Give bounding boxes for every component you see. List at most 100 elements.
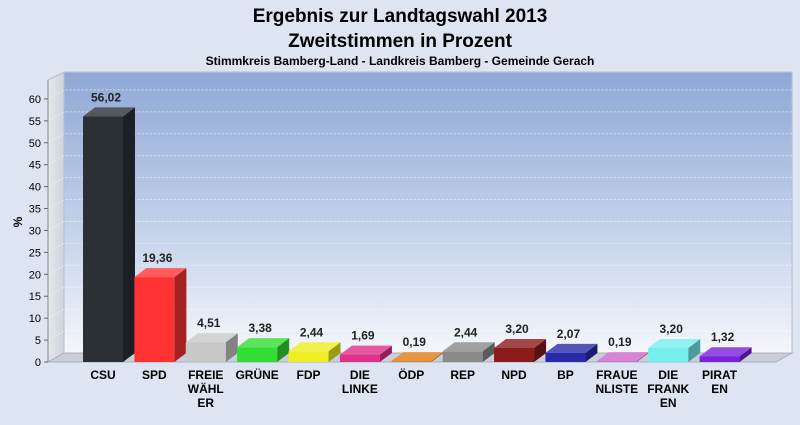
data-label: 56,02	[91, 90, 121, 104]
bar-top	[545, 343, 598, 353]
data-label: 19,36	[142, 251, 172, 265]
bar	[288, 351, 329, 362]
data-label: 3,20	[505, 322, 529, 336]
y-axis-label: %	[11, 216, 25, 227]
x-tick-label: NPD	[501, 368, 527, 382]
bar-side	[123, 107, 135, 363]
bar-top	[442, 342, 495, 352]
chart-title-line2: Zweitstimmen in Prozent	[288, 31, 512, 52]
y-tick-label: 55	[29, 116, 41, 128]
x-tick-label: ÖDP	[398, 367, 424, 382]
bar-5: 1,69	[339, 329, 392, 362]
bar-9: 2,07	[545, 327, 598, 362]
y-tick-label: 15	[29, 291, 41, 303]
bar-side	[379, 345, 392, 362]
bars: 56,02 19,36 4,51 3,38 2,44 1,69 0,19 2,44 3,20 2,…	[83, 90, 752, 363]
bar-6: 0,19	[391, 335, 444, 362]
x-tick-label: REP	[450, 368, 475, 382]
data-label: 0,19	[608, 335, 632, 349]
data-label: 3,20	[660, 322, 684, 336]
y-tick-label: 30	[29, 225, 41, 237]
bar-side	[534, 338, 547, 362]
bar-top	[494, 338, 547, 348]
bar-top	[134, 268, 187, 278]
y-tick-label: 25	[29, 247, 41, 259]
bar-top	[339, 345, 392, 355]
bar	[83, 116, 123, 363]
x-tick-label: FREIE WÄHL ER	[188, 368, 224, 410]
chart-title: Ergebnis zur Landtagswahl 2013	[253, 6, 548, 27]
data-label: 2,44	[300, 325, 324, 339]
y-tick-label: 60	[29, 94, 41, 106]
x-tick-label: DIE LINKE	[342, 368, 378, 396]
bar-top	[83, 107, 135, 117]
bar	[648, 347, 689, 362]
bar-side	[688, 338, 701, 362]
x-tick-label: BP	[557, 368, 574, 382]
y-tick-label: 45	[29, 160, 41, 172]
bar-side	[328, 342, 341, 362]
data-label: 0,19	[403, 335, 427, 349]
bar-8: 3,20	[494, 322, 547, 362]
bar-12: 1,32	[699, 330, 752, 362]
bar	[596, 361, 637, 362]
y-tick-label: 10	[29, 313, 41, 325]
bar-top	[288, 342, 341, 352]
bar	[699, 356, 740, 362]
bar-7: 2,44	[442, 325, 495, 362]
x-tick-label: SPD	[142, 368, 167, 382]
bar-side	[174, 268, 187, 362]
bar-1: 19,36	[134, 251, 187, 362]
bar	[237, 347, 278, 362]
bar-side	[277, 338, 290, 362]
data-label: 4,51	[197, 316, 221, 330]
chart-subtitle: Stimmkreis Bamberg-Land - Landkreis Bamb…	[206, 54, 595, 68]
bar-side	[482, 342, 495, 362]
bar-10: 0,19	[596, 335, 649, 362]
y-tick-label: 5	[35, 335, 41, 347]
bar-2: 4,51	[185, 316, 238, 362]
x-axis: CSU SPD FREIE WÄHL ER GRÜNE FDP DIE LINKE ÖDP REP N…	[90, 367, 737, 410]
y-tick-label: 50	[29, 138, 41, 150]
bar-4: 2,44	[288, 325, 341, 362]
bar-top	[596, 352, 649, 362]
x-tick-label: GRÜNE	[235, 367, 278, 382]
x-tick-label: DIE FRANK EN	[647, 368, 689, 410]
x-tick-label: CSU	[90, 368, 115, 382]
bar-side	[225, 333, 238, 362]
data-label: 1,32	[711, 330, 735, 344]
bar-side	[636, 352, 649, 362]
bar	[442, 351, 483, 362]
plot-side-wall	[47, 71, 65, 363]
bar-0: 56,02	[83, 90, 135, 363]
data-label: 3,38	[248, 321, 272, 335]
bar-11: 3,20	[648, 322, 701, 362]
bar-3: 3,38	[237, 321, 290, 362]
x-tick-label: PIRAT EN	[702, 368, 738, 396]
x-tick-label: FDP	[297, 368, 321, 382]
bar	[185, 342, 226, 362]
bar-top	[648, 338, 701, 348]
bar-top	[699, 347, 752, 357]
x-tick-label: FRAUE NLISTE	[595, 368, 638, 396]
y-tick-label: 20	[29, 269, 41, 281]
bar	[545, 352, 586, 362]
bar-side	[739, 347, 752, 362]
y-tick-label: 0	[35, 357, 41, 369]
y-tick-label: 35	[29, 204, 41, 216]
bar	[391, 361, 432, 362]
bar	[494, 347, 535, 362]
data-label: 2,07	[557, 327, 581, 341]
bar-side	[585, 343, 598, 362]
bar	[134, 277, 175, 362]
bar-top	[237, 338, 290, 348]
bar-side	[431, 352, 444, 362]
bar-top	[391, 352, 444, 362]
y-tick-label: 40	[29, 182, 41, 194]
data-label: 2,44	[454, 325, 478, 339]
y-axis: 0 5 10 15 20 25 30 35 40 45 50 55 60	[29, 80, 49, 369]
data-label: 1,69	[351, 329, 375, 343]
bar-top	[185, 333, 238, 343]
